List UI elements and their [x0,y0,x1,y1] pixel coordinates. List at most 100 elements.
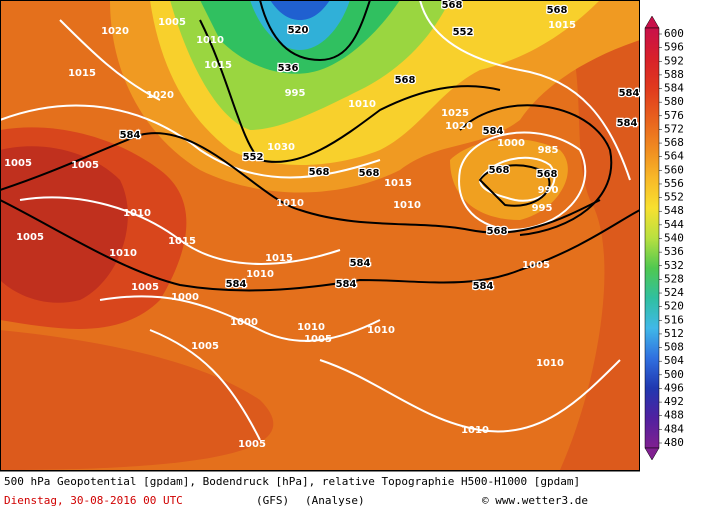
contour-label: 1015 [204,60,232,71]
colorbar-label: 484 [664,422,684,435]
contour-label: 1005 [191,341,219,352]
contour-label: 995 [532,203,553,214]
colorbar-label: 488 [664,409,684,422]
contour-label: 568 [395,75,416,86]
colorbar-label: 496 [664,381,684,394]
contour-label: 1010 [246,269,274,280]
low-core [270,1,330,20]
colorbar-label: 592 [664,54,684,67]
colorbar-label: 596 [664,41,684,54]
contour-label: 584 [619,88,640,99]
contour-label: 568 [309,167,330,178]
contour-label: 1020 [146,90,174,101]
colorbar-label: 552 [664,191,684,204]
colorbar-label: 536 [664,245,684,258]
colorbar-arrow-bottom [644,447,660,461]
contour-label: 1015 [384,178,412,189]
contour-label: 584 [473,281,494,292]
contour-label: 1025 [441,108,469,119]
contour-label: 1010 [393,200,421,211]
footer-date: Dienstag, 30-08-2016 00 UTC [4,494,183,507]
contour-label: 584 [350,258,371,269]
contour-label: 568 [359,168,380,179]
contour-label: 1010 [348,99,376,110]
contour-label: 1005 [304,334,332,345]
colorbar-label: 492 [664,395,684,408]
contour-label: 584 [483,126,504,137]
colorbar-label: 600 [664,27,684,40]
contour-label: 584 [120,130,141,141]
contour-label: 1005 [4,158,32,169]
colorbar-label: 508 [664,341,684,354]
colorbar-label: 560 [664,163,684,176]
colorbar-label: 568 [664,136,684,149]
colorbar-label: 580 [664,95,684,108]
colorbar-label: 516 [664,313,684,326]
contour-label: 520 [288,25,309,36]
contour-label: 568 [537,169,558,180]
colorbar-label: 576 [664,109,684,122]
contour-label: 584 [226,279,247,290]
contour-label: 1020 [445,121,473,132]
colorbar-label: 524 [664,286,684,299]
colorbar-label: 584 [664,82,684,95]
contour-label: 1030 [267,142,295,153]
contour-label: 1000 [497,138,525,149]
contour-label: 568 [489,165,510,176]
contour-label: 1010 [367,325,395,336]
contour-label: 1015 [68,68,96,79]
contour-label: 995 [285,88,306,99]
contour-label: 1005 [71,160,99,171]
colorbar-label: 556 [664,177,684,190]
contour-label: 1010 [123,208,151,219]
colorbar-label: 500 [664,368,684,381]
contour-label: 568 [547,5,568,16]
footer-model: (GFS) [256,494,289,507]
contour-label: 584 [617,118,638,129]
colorbar-label: 528 [664,272,684,285]
colorbar-label: 520 [664,300,684,313]
contour-label: 584 [336,279,357,290]
height-contours [1,1,639,292]
contour-label: 1005 [158,17,186,28]
contour-label: 568 [442,0,463,11]
map-area [1,1,639,470]
colorbar: 6005965925885845805765725685645605565525… [644,15,684,461]
contour-label: 1020 [101,26,129,37]
contour-label: 552 [453,27,474,38]
colorbar-label: 504 [664,354,684,367]
contour-label: 1010 [109,248,137,259]
footer-description: 500 hPa Geopotential [gpdam], Bodendruck… [4,475,580,488]
warm-region-south [1,330,274,470]
contour-label: 568 [487,226,508,237]
contour-label: 985 [538,145,559,156]
contour-label: 1010 [461,425,489,436]
contour-label: 1010 [196,35,224,46]
colorbar-arrow-top [644,15,660,29]
contour-label: 1015 [548,20,576,31]
colorbar-label: 512 [664,327,684,340]
colorbar-label: 544 [664,218,684,231]
contour-label: 536 [278,63,299,74]
contour-label: 1005 [238,439,266,450]
colorbar-label: 572 [664,122,684,135]
colorbar-label: 588 [664,68,684,81]
contour-label: 1005 [131,282,159,293]
colorbar-label: 532 [664,259,684,272]
footer-credit: © www.wetter3.de [482,494,588,507]
contour-label: 1000 [230,317,258,328]
footer-run: (Analyse) [305,494,365,507]
contour-label: 1005 [522,260,550,271]
hot-region [1,146,128,303]
contour-label: 1005 [16,232,44,243]
contour-label: 1010 [536,358,564,369]
contour-label: 552 [243,152,264,163]
isobars [1,1,631,441]
colorbar-label: 564 [664,150,684,163]
colorbar-label: 548 [664,204,684,217]
contour-label: 1010 [276,198,304,209]
contour-label: 1000 [171,292,199,303]
contour-label: 1015 [265,253,293,264]
